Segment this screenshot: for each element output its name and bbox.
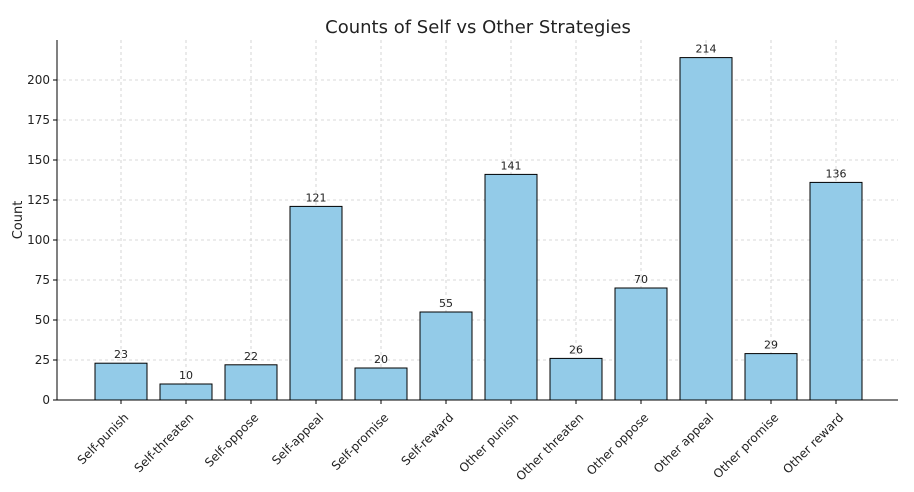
x-tick-label: Self-promise bbox=[329, 410, 392, 473]
bar bbox=[419, 311, 473, 401]
bar-value-label: 141 bbox=[501, 159, 522, 172]
bar bbox=[484, 173, 538, 401]
bar bbox=[354, 367, 408, 401]
x-tick-label: Other reward bbox=[780, 410, 846, 476]
bar-value-label: 23 bbox=[114, 348, 128, 361]
x-tick-label: Other punish bbox=[456, 410, 521, 475]
bar-value-label: 214 bbox=[696, 43, 717, 56]
y-axis-label: Count bbox=[11, 201, 26, 240]
bar-value-label: 136 bbox=[826, 167, 847, 180]
chart-title: Counts of Self vs Other Strategies bbox=[325, 17, 631, 38]
x-tick-label: Other appeal bbox=[651, 410, 716, 475]
y-axis: 0 25 50 75 100 125 150 175 200 bbox=[27, 40, 58, 407]
x-tick-label: Other oppose bbox=[584, 410, 651, 477]
x-tick-label: Self-oppose bbox=[202, 410, 261, 469]
x-tick-label: Other threaten bbox=[513, 410, 586, 483]
y-tick-label: 125 bbox=[27, 193, 50, 207]
bar bbox=[159, 383, 213, 401]
bar-value-label: 70 bbox=[634, 273, 648, 286]
x-tick-label: Self-threaten bbox=[132, 410, 197, 475]
bar bbox=[679, 57, 733, 401]
y-tick-label: 100 bbox=[27, 233, 50, 247]
bar bbox=[94, 362, 148, 401]
bar-value-label: 20 bbox=[374, 353, 388, 366]
bar-value-label: 55 bbox=[439, 297, 453, 310]
y-tick-label: 150 bbox=[27, 153, 50, 167]
y-tick-label: 0 bbox=[42, 393, 50, 407]
x-tick-label: Self-reward bbox=[399, 410, 457, 468]
x-tick-label: Other promise bbox=[710, 410, 781, 481]
y-tick-label: 50 bbox=[35, 313, 50, 327]
bar bbox=[614, 287, 668, 401]
bars bbox=[94, 57, 863, 401]
bar bbox=[289, 205, 343, 401]
bar-value-label: 121 bbox=[306, 191, 327, 204]
bar bbox=[809, 181, 863, 401]
bar bbox=[549, 357, 603, 401]
bar-value-labels: 23 10 22 121 20 55 141 26 70 214 29 136 bbox=[114, 43, 847, 382]
x-tick-label: Self-appeal bbox=[269, 410, 326, 467]
x-tick-label: Self-punish bbox=[75, 410, 132, 467]
bar bbox=[744, 353, 798, 401]
y-tick-label: 75 bbox=[35, 273, 50, 287]
y-tick-label: 200 bbox=[27, 73, 50, 87]
bar-value-label: 10 bbox=[179, 369, 193, 382]
bar-value-label: 29 bbox=[764, 339, 778, 352]
y-tick-label: 25 bbox=[35, 353, 50, 367]
bar-value-label: 22 bbox=[244, 350, 258, 363]
bar-value-label: 26 bbox=[569, 343, 583, 356]
x-axis: Self-punish Self-threaten Self-oppose Self-… bbox=[57, 399, 898, 483]
y-tick-label: 175 bbox=[27, 113, 50, 127]
bar bbox=[224, 364, 278, 401]
